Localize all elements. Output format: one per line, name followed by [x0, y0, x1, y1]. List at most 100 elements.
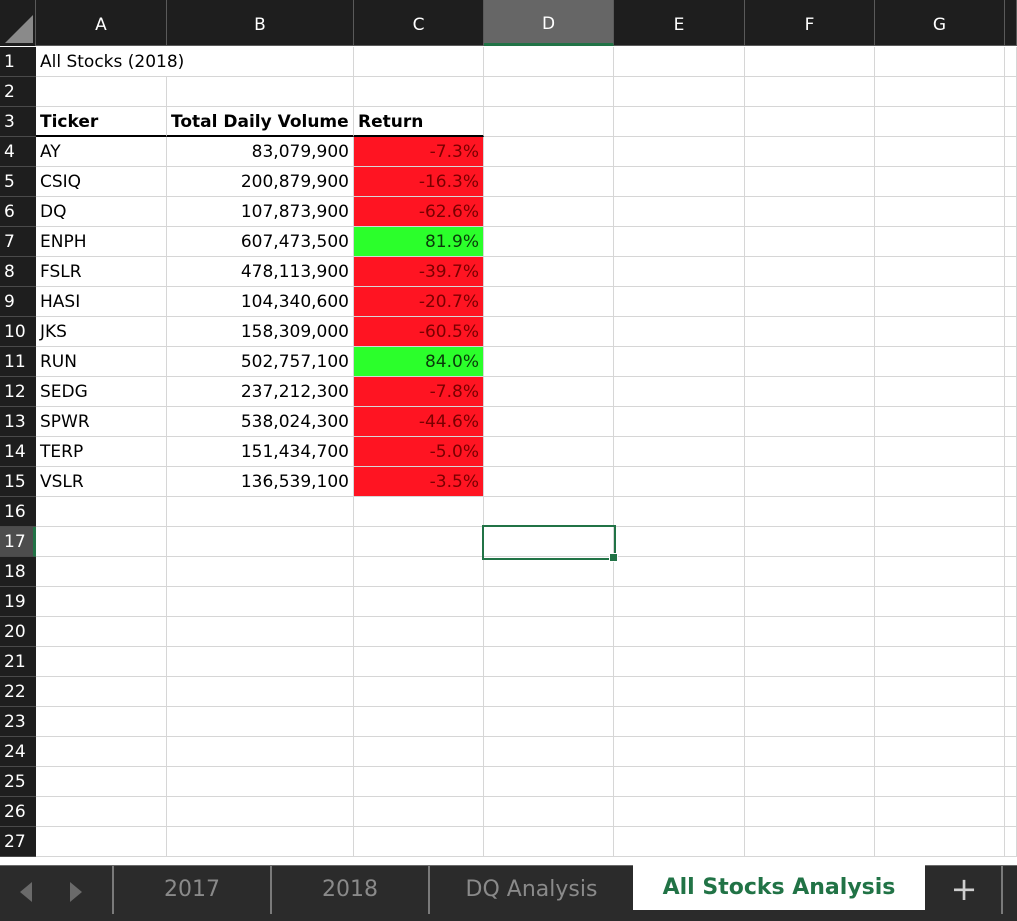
cell[interactable] [354, 617, 484, 647]
cell[interactable] [745, 347, 875, 377]
row-header-1[interactable]: 1 [0, 47, 36, 77]
sheet-tab-all-stocks-analysis[interactable]: All Stocks Analysis [633, 865, 925, 910]
column-header-a[interactable]: A [36, 0, 167, 46]
cell[interactable] [875, 227, 1005, 257]
cell[interactable] [1005, 317, 1017, 347]
cell[interactable] [614, 527, 745, 557]
cell[interactable] [745, 647, 875, 677]
cell[interactable] [745, 137, 875, 167]
return-cell[interactable]: -7.8% [354, 377, 484, 407]
cell[interactable] [875, 347, 1005, 377]
cell[interactable] [167, 587, 354, 617]
cell[interactable] [875, 407, 1005, 437]
volume-cell[interactable]: 107,873,900 [167, 197, 354, 227]
cell[interactable] [614, 347, 745, 377]
row-header-6[interactable]: 6 [0, 197, 36, 227]
cell[interactable] [614, 587, 745, 617]
column-header-e[interactable]: E [614, 0, 745, 46]
cell[interactable] [167, 707, 354, 737]
row-header-8[interactable]: 8 [0, 257, 36, 287]
sheet-tab-2017[interactable]: 2017 [112, 866, 270, 914]
volume-cell[interactable]: 607,473,500 [167, 227, 354, 257]
volume-cell[interactable]: 158,309,000 [167, 317, 354, 347]
cell[interactable] [36, 617, 167, 647]
cell[interactable] [1005, 377, 1017, 407]
row-header-20[interactable]: 20 [0, 617, 36, 647]
cell[interactable] [614, 107, 745, 137]
cell[interactable] [354, 497, 484, 527]
cell[interactable] [167, 77, 354, 107]
cell[interactable] [1005, 677, 1017, 707]
cell[interactable] [745, 617, 875, 647]
cell[interactable] [484, 287, 614, 317]
cell[interactable] [745, 107, 875, 137]
cell[interactable] [36, 647, 167, 677]
cell[interactable] [484, 677, 614, 707]
cell[interactable] [745, 407, 875, 437]
cell[interactable] [167, 557, 354, 587]
cell[interactable] [167, 737, 354, 767]
volume-cell[interactable]: 151,434,700 [167, 437, 354, 467]
cell[interactable] [484, 557, 614, 587]
select-all-button[interactable] [0, 0, 36, 46]
volume-cell[interactable]: 502,757,100 [167, 347, 354, 377]
cell[interactable] [875, 497, 1005, 527]
column-header-f[interactable]: F [745, 0, 875, 46]
ticker-cell[interactable]: HASI [36, 287, 167, 317]
cell[interactable] [484, 317, 614, 347]
cell[interactable] [484, 767, 614, 797]
cell[interactable] [875, 467, 1005, 497]
cell[interactable] [745, 437, 875, 467]
cell[interactable] [484, 377, 614, 407]
column-header-d[interactable]: D [484, 0, 614, 46]
cell[interactable] [354, 587, 484, 617]
cell[interactable] [354, 737, 484, 767]
cell[interactable] [614, 827, 745, 857]
volume-cell[interactable]: 478,113,900 [167, 257, 354, 287]
cell[interactable] [1005, 797, 1017, 827]
cell[interactable] [167, 827, 354, 857]
return-cell[interactable]: -7.3% [354, 137, 484, 167]
cell[interactable] [875, 677, 1005, 707]
cell[interactable] [484, 647, 614, 677]
cell[interactable] [745, 47, 875, 77]
cell[interactable] [745, 527, 875, 557]
cell[interactable] [354, 557, 484, 587]
cell[interactable] [875, 587, 1005, 617]
cell[interactable] [745, 587, 875, 617]
cell[interactable] [484, 347, 614, 377]
cell[interactable] [875, 107, 1005, 137]
cell[interactable] [614, 377, 745, 407]
cell[interactable] [484, 827, 614, 857]
cell[interactable] [1005, 137, 1017, 167]
cell[interactable] [745, 377, 875, 407]
cell[interactable] [36, 587, 167, 617]
cell[interactable] [614, 797, 745, 827]
volume-cell[interactable]: 538,024,300 [167, 407, 354, 437]
cell[interactable] [167, 527, 354, 557]
row-header-9[interactable]: 9 [0, 287, 36, 317]
cell[interactable] [484, 137, 614, 167]
cell[interactable] [614, 47, 745, 77]
cell[interactable] [36, 677, 167, 707]
row-header-15[interactable]: 15 [0, 467, 36, 497]
cell[interactable] [1005, 767, 1017, 797]
return-cell[interactable]: -60.5% [354, 317, 484, 347]
cell[interactable] [875, 47, 1005, 77]
cell[interactable] [1005, 287, 1017, 317]
cell[interactable] [167, 497, 354, 527]
return-cell[interactable]: -5.0% [354, 437, 484, 467]
ticker-cell[interactable]: ENPH [36, 227, 167, 257]
cell[interactable] [875, 167, 1005, 197]
cell[interactable] [36, 707, 167, 737]
cell[interactable] [614, 137, 745, 167]
row-header-12[interactable]: 12 [0, 377, 36, 407]
ticker-cell[interactable]: RUN [36, 347, 167, 377]
cell[interactable] [614, 317, 745, 347]
cell[interactable] [745, 287, 875, 317]
cell[interactable] [1005, 737, 1017, 767]
cell[interactable] [614, 257, 745, 287]
cell[interactable] [1005, 467, 1017, 497]
cell[interactable] [614, 647, 745, 677]
cell[interactable] [875, 797, 1005, 827]
